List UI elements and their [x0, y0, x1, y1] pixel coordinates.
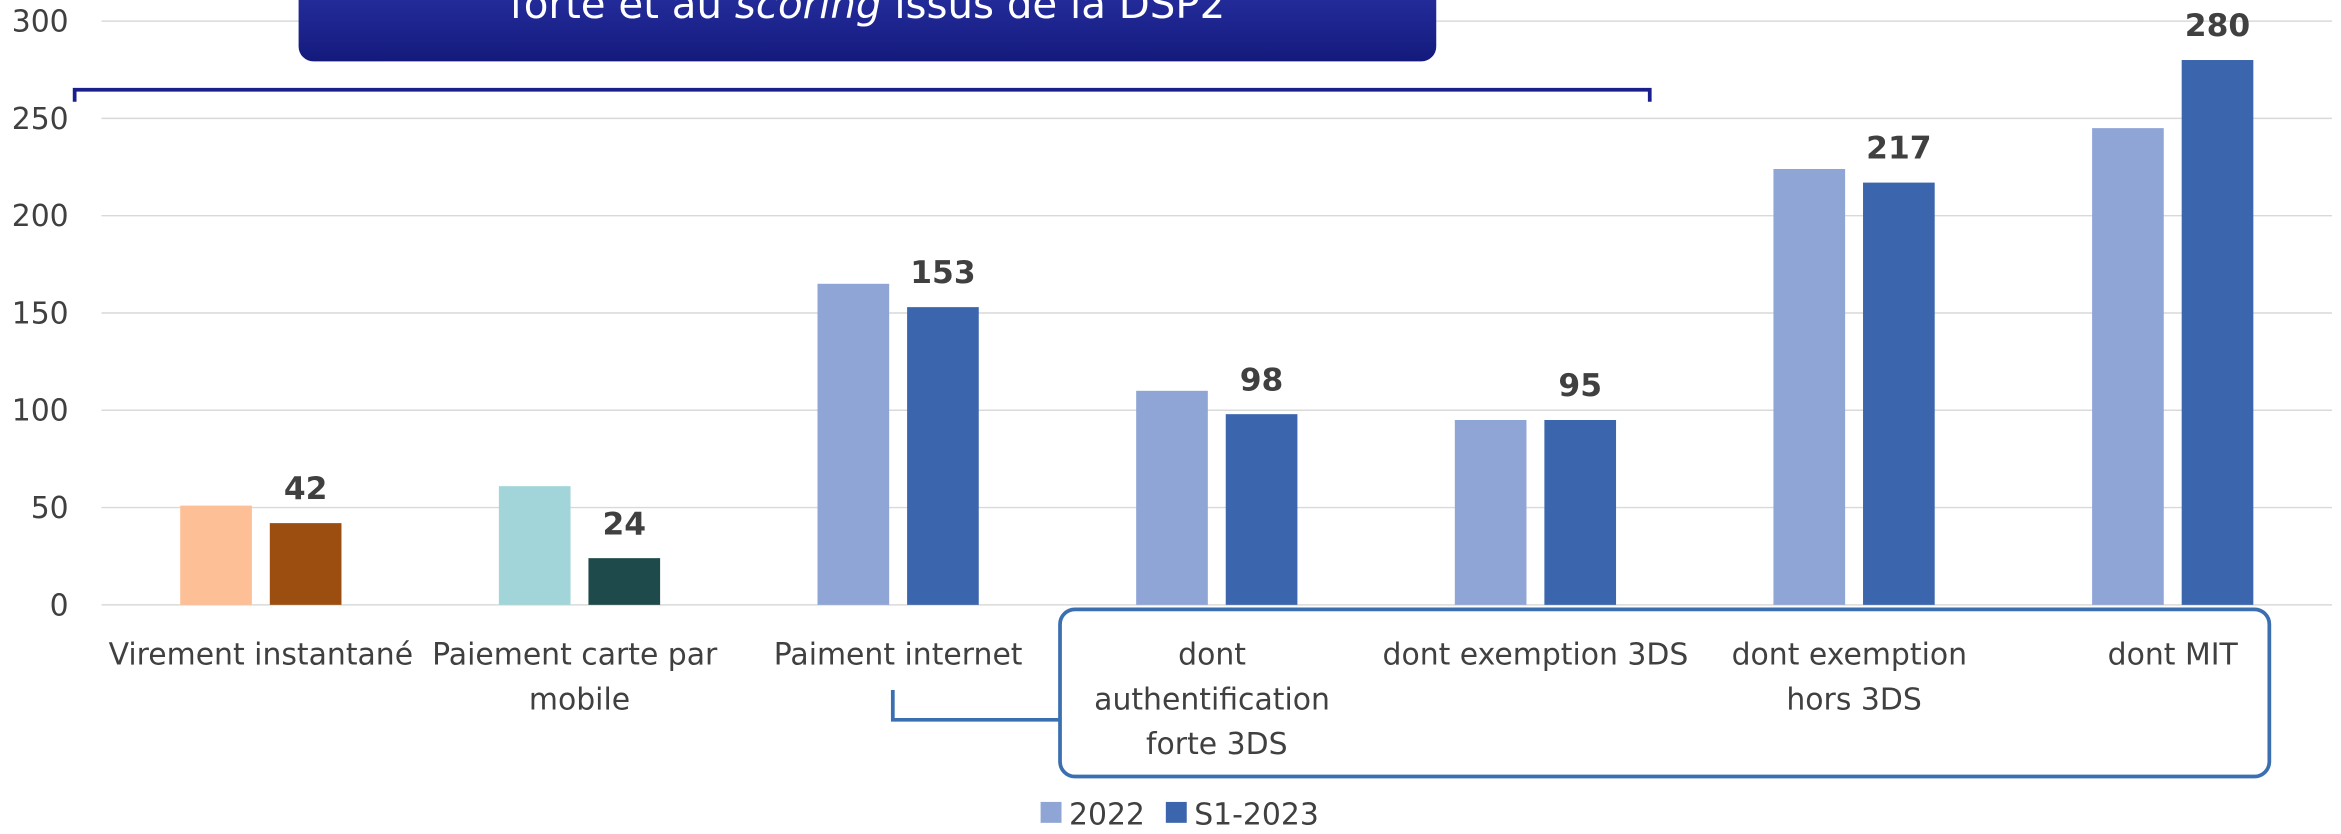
bar [588, 558, 661, 605]
bar [180, 505, 252, 605]
y-tick-label: 150 [12, 296, 69, 331]
legend-label: 2022 [1069, 797, 1145, 829]
banner-part: scoring [735, 0, 882, 28]
bar [1136, 390, 1208, 605]
x-tick-label: Virement instantané [109, 638, 414, 673]
bar [2092, 128, 2164, 605]
legend-swatch [1165, 801, 1187, 823]
x-tick-label: dont MIT [2108, 638, 2239, 673]
connector [890, 689, 1061, 722]
banner-part: issus de la DSP2 [882, 0, 1226, 28]
value-label: 153 [910, 255, 975, 291]
value-label: 95 [1558, 368, 1602, 404]
value-label: 280 [2185, 8, 2250, 44]
legend-swatch [1040, 801, 1062, 823]
x-tick-label: dont exemption 3DS [1383, 638, 1689, 673]
legend-label: S1-2023 [1194, 797, 1319, 829]
bar [1863, 182, 1935, 605]
y-tick-label: 200 [12, 199, 69, 234]
y-tick-label: 300 [12, 5, 69, 40]
group-box [1058, 607, 2272, 779]
value-label: 98 [1240, 362, 1284, 398]
bar [269, 523, 342, 605]
x-tick-label: dont exemption hors 3DS [1732, 638, 1977, 718]
value-label: 217 [1866, 131, 1931, 167]
banner-text: forte et au scoring issus de la DSP2 [510, 0, 1226, 28]
bar [907, 307, 979, 605]
bar [817, 283, 890, 605]
banner-part: forte et au [510, 0, 735, 28]
value-label: 24 [602, 506, 646, 542]
bar [498, 486, 571, 605]
y-tick-label: 100 [12, 394, 69, 429]
bracket [72, 87, 1652, 102]
bar [1454, 419, 1527, 605]
value-label: 42 [284, 471, 328, 507]
y-tick-label: 50 [31, 491, 69, 526]
y-tick-label: 250 [12, 102, 69, 137]
y-tick-label: 0 [50, 588, 69, 623]
x-tick-label: Paiment internet [774, 638, 1023, 673]
x-tick-label: Paiement carte par mobile [432, 638, 727, 718]
bar [1225, 414, 1298, 605]
banner [298, 0, 1437, 62]
x-tick-label: dont authentification forte 3DS [1094, 638, 1339, 763]
bar [2181, 60, 2254, 605]
bar [1544, 419, 1617, 605]
bar [1773, 168, 1846, 605]
